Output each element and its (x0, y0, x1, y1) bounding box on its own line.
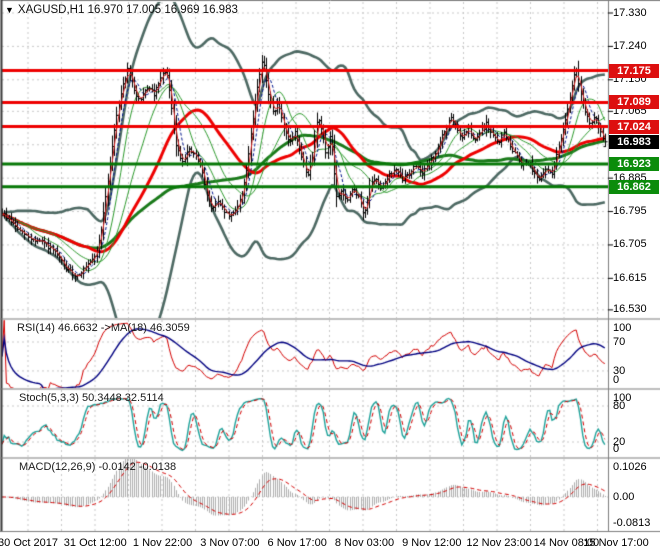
price-axis-tick: 16.795 (613, 205, 647, 218)
price-axis-tick: 17.240 (613, 39, 647, 52)
price-axis-tick: 16.705 (613, 238, 647, 251)
time-axis-label: 3 Nov 07:00 (200, 537, 260, 549)
stoch-indicator-label: Stoch(5,3,3) 50.3448 32.5114 (19, 392, 164, 404)
resistance-price-badge: 17.089 (609, 95, 659, 110)
time-axis-label: 15 Nov 17:00 (583, 537, 649, 549)
macd-scale-label: 0.1026 (613, 461, 647, 473)
time-axis-label: 8 Nov 03:00 (334, 537, 395, 549)
time-axis-label: 12 Nov 23:00 (466, 537, 532, 549)
rsi-scale-label: 30 (613, 364, 626, 377)
macd-scale-label: -0.0813 (613, 517, 651, 529)
time-axis-label: 6 Nov 17:00 (267, 537, 327, 549)
stoch-scale-label: 100 (613, 392, 632, 404)
symbol-dropdown-icon[interactable]: ▼ (5, 5, 14, 15)
stoch-scale-label: 20 (613, 436, 626, 448)
price-axis-tick: 16.615 (613, 271, 647, 284)
support-price-badge: 16.923 (609, 157, 659, 172)
resistance-price-badge: 17.175 (609, 63, 659, 78)
time-axis-label: 14 Nov 08:00 (533, 537, 600, 549)
macd-scale-label: 0.00 (613, 491, 635, 503)
time-axis-label: 31 Oct 12:00 (63, 537, 127, 549)
stoch-scale-label: 80 (613, 400, 626, 412)
macd-indicator-label: MACD(12,26,9) -0.0142 -0.0138 (19, 461, 177, 473)
stoch-scale-label: 0 (613, 443, 620, 455)
chart-title-text: XAGUSD,H1 16.970 17.005 16.969 16.983 (17, 4, 238, 16)
support-price-badge: 16.862 (609, 179, 659, 194)
current-price-badge: 16.983 (609, 134, 659, 149)
time-axis-label: 30 Oct 2017 (0, 537, 58, 549)
price-axis-tick: 16.530 (613, 303, 647, 316)
chart-title: ▼ XAGUSD,H1 16.970 17.005 16.969 16.983 (5, 4, 238, 16)
price-axis-tick: 17.330 (613, 6, 647, 19)
time-axis-label: 1 Nov 22:00 (132, 537, 193, 549)
rsi-scale-label: 0 (613, 374, 620, 386)
rsi-indicator-label: RSI(14) 46.6632 ->MA(18) 46.3059 (17, 322, 190, 334)
rsi-scale-label: 100 (613, 322, 632, 334)
rsi-scale-label: 70 (613, 335, 626, 348)
time-axis-label: 9 Nov 12:00 (402, 537, 462, 549)
resistance-price-badge: 17.024 (609, 119, 659, 134)
